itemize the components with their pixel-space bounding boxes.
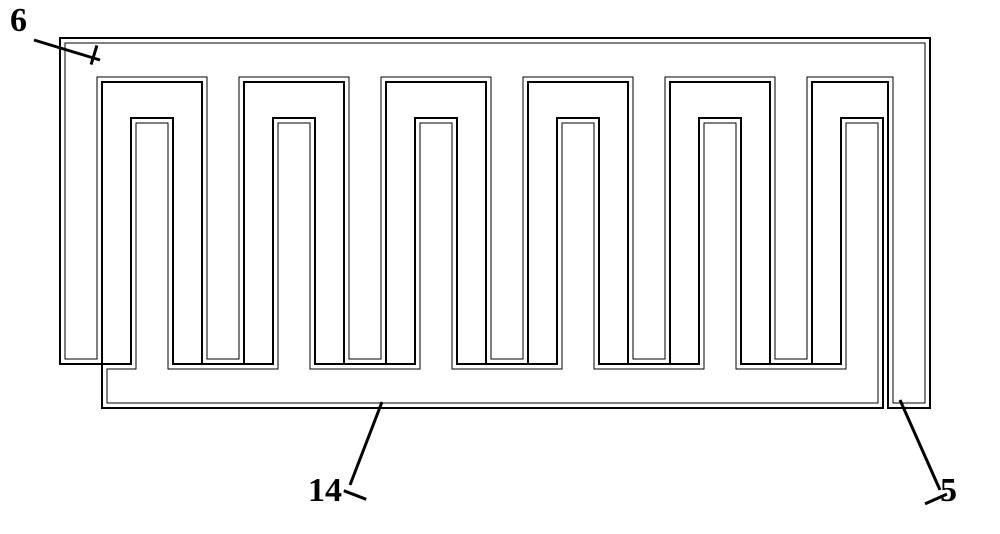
outer-comb-outline bbox=[60, 38, 930, 408]
inner-comb-inset bbox=[107, 123, 878, 403]
inner-comb-outline bbox=[102, 118, 883, 408]
callout-label-14: 14 bbox=[308, 472, 342, 510]
outer-comb-inset bbox=[65, 43, 925, 403]
leader-tick-label-14 bbox=[344, 491, 366, 500]
leader-label-5 bbox=[900, 400, 940, 490]
callout-label-6: 6 bbox=[10, 2, 27, 40]
leader-tick-label-6 bbox=[91, 45, 97, 64]
leader-label-14 bbox=[350, 402, 382, 485]
serpentine-diagram bbox=[0, 0, 1000, 534]
callout-label-5: 5 bbox=[940, 472, 957, 510]
